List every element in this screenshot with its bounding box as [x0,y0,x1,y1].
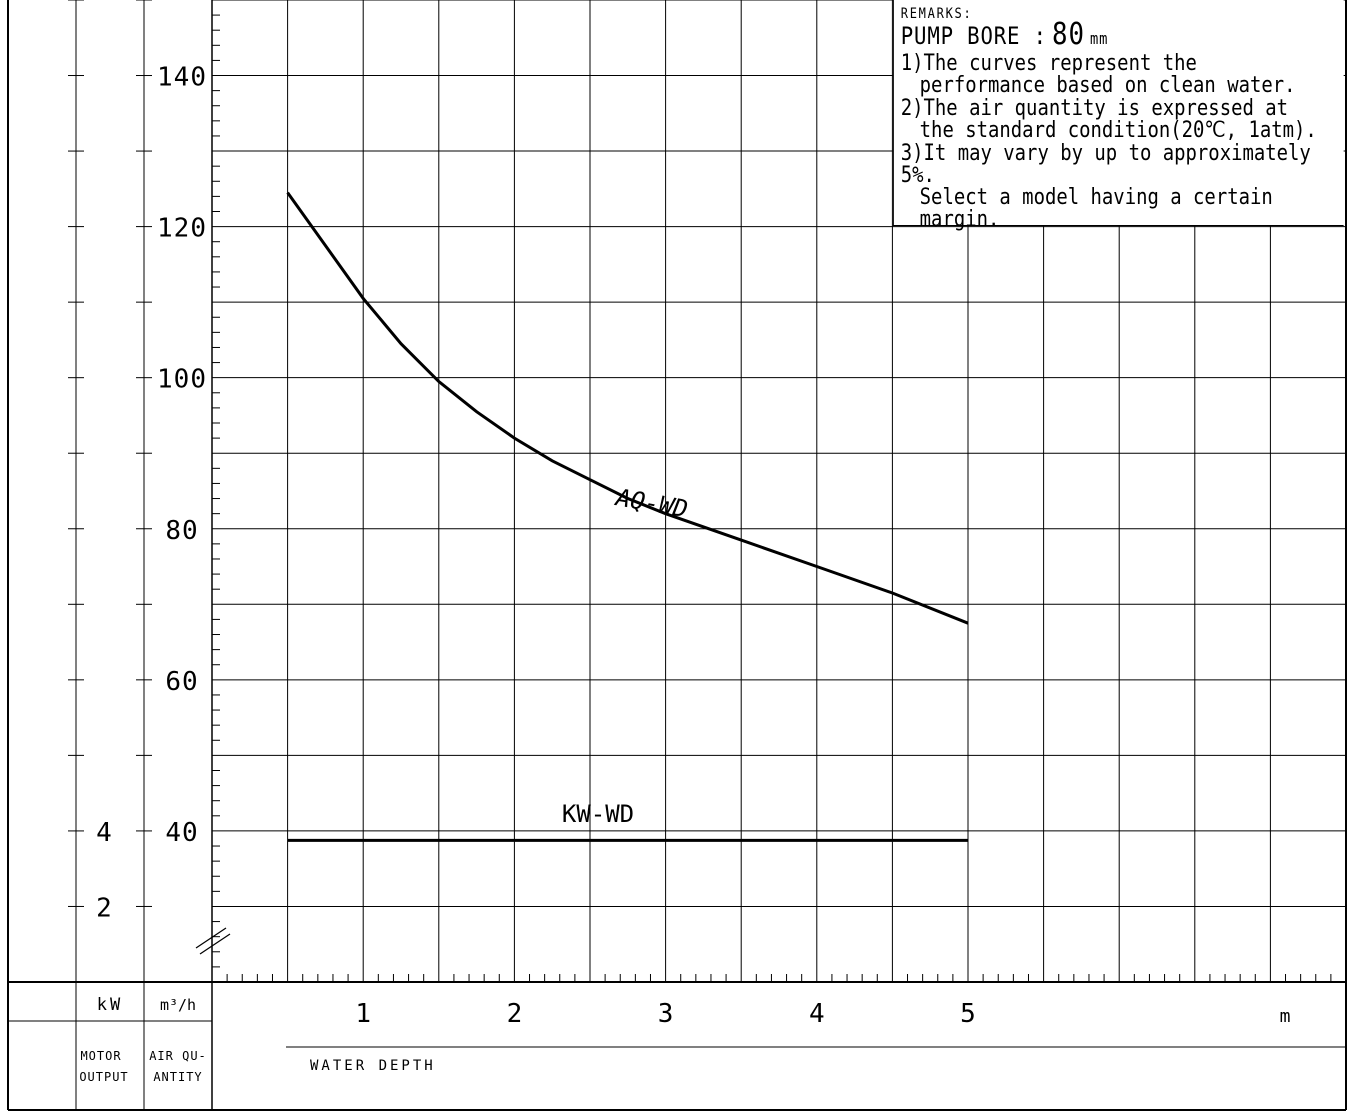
x-tick-label: 4 [809,999,825,1029]
pump-bore-value: 80 [1052,17,1085,52]
remark-note-2: 2)The air quantity is expressed at the st… [901,98,1344,142]
kw-tick-label: 4 [96,818,112,848]
remarks-title: REMARKS: [901,6,1344,22]
series-label-kw-wd: KW-WD [562,800,634,828]
remarks-box: REMARKS: PUMP BORE :80 mm 1)The curves re… [893,0,1344,226]
aq-caption-line2: ANTITY [153,1070,202,1084]
kw-caption-line1: MOTOR [80,1049,121,1063]
kw-unit-label: kW [97,995,123,1015]
aq-tick-label: 120 [157,214,207,244]
aq-tick-label: 80 [165,516,198,546]
kw-caption-line2: OUTPUT [79,1070,128,1084]
aq-tick-label: 40 [165,818,198,848]
remark-note-line: Select a model having a certain margin. [901,187,1344,231]
series-line-aq-wd [288,193,968,624]
remark-note-3: 3)It may vary by up to approximately 5%.… [901,143,1344,231]
x-unit-label: m [1280,1006,1291,1027]
aq-caption-line1: AIR QU- [149,1049,207,1063]
aq-tick-label: 60 [165,667,198,697]
aq-unit-label: m³/h [160,996,196,1014]
x-tick-label: 2 [507,999,523,1029]
remark-note-line: performance based on clean water. [901,75,1344,97]
x-tick-label: 3 [658,999,674,1029]
kw-tick-label: 2 [96,893,112,923]
x-tick-label: 1 [355,999,371,1029]
x-tick-label: 5 [960,999,976,1029]
remark-note-line: the standard condition(20℃, 1atm). [901,120,1344,142]
remark-note-line: It may vary by up to approximately 5%. [901,141,1311,188]
remark-note-1: 1)The curves represent the performance ba… [901,53,1344,97]
aq-tick-label: 140 [157,63,207,93]
pump-bore-label: PUMP BORE : [901,22,1047,50]
aq-tick-label: 100 [157,365,207,395]
axis-break-mark [196,928,226,948]
pump-bore: PUMP BORE :80 mm [901,22,1344,52]
x-axis-label: WATER DEPTH [310,1058,436,1074]
pump-bore-unit: mm [1090,29,1108,48]
series-lines [288,193,968,841]
